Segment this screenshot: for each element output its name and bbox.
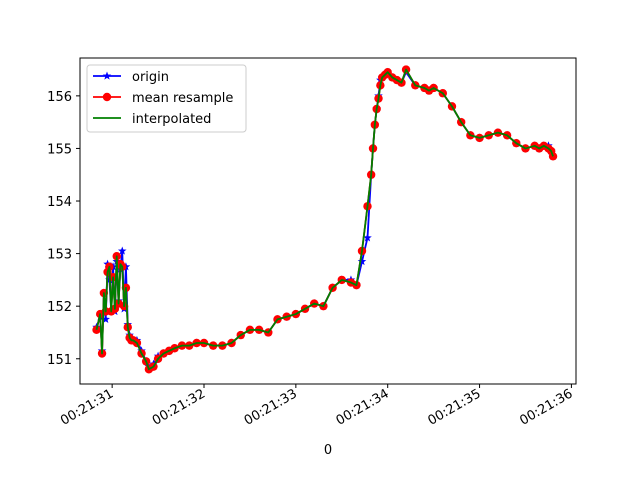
data-point	[363, 233, 372, 242]
y-tick-label: 156	[47, 90, 72, 105]
y-tick-label: 152	[47, 300, 72, 315]
legend-item: mean resample	[93, 91, 233, 106]
legend-marker	[102, 92, 112, 102]
legend-marker	[102, 71, 112, 80]
plot-frame	[79, 57, 577, 385]
y-tick-label: 151	[47, 353, 72, 368]
series-interpolated	[95, 68, 554, 371]
y-tick-label: 154	[47, 195, 72, 210]
y-tick-label: 155	[47, 142, 72, 157]
legend-item: origin	[93, 70, 169, 85]
data-point	[117, 246, 127, 255]
legend-item: interpolated	[93, 112, 211, 127]
x-axis-label: 0	[324, 443, 332, 458]
legend: origin mean resample interpolated	[86, 64, 247, 133]
series-line-interpolated	[95, 68, 554, 371]
data-point	[357, 256, 367, 266]
legend-label: origin	[132, 70, 169, 85]
y-tick-label: 153	[47, 248, 72, 263]
series-layer	[92, 65, 558, 374]
legend-label: mean resample	[132, 91, 233, 106]
data-point	[101, 314, 110, 323]
legend-label: interpolated	[132, 112, 211, 127]
legend-box	[86, 64, 247, 133]
